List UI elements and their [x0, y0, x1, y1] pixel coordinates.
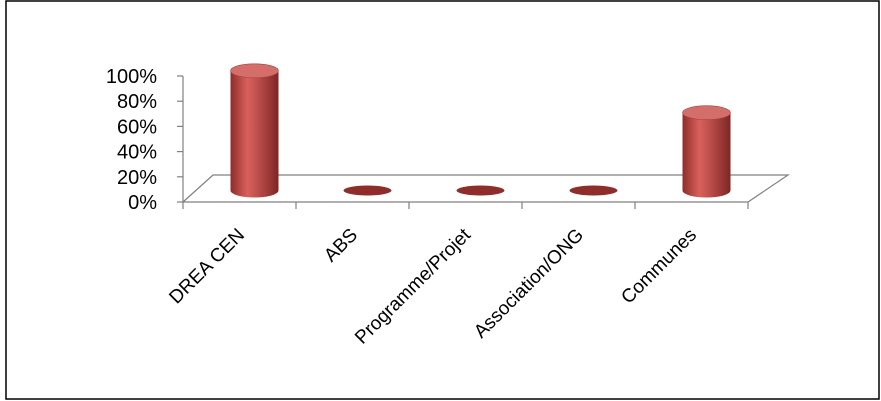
bar-programme-projet — [456, 185, 505, 196]
bar-zero — [343, 185, 392, 196]
bar-zero — [569, 185, 618, 196]
chart-border — [5, 0, 880, 400]
x-category-label: DREA CEN — [165, 225, 249, 309]
chart-floor — [181, 174, 790, 203]
bar-abs — [343, 185, 392, 196]
y-tick-label: 60% — [117, 116, 157, 138]
bar-body — [682, 112, 731, 198]
bar-drea-cen — [230, 63, 279, 198]
y-tick-label: 80% — [117, 91, 157, 113]
bar-top — [230, 63, 279, 79]
bar-top — [682, 105, 731, 120]
y-tick-label: 100% — [106, 66, 157, 88]
x-category-label: Communes — [617, 225, 701, 309]
y-tick-label: 40% — [117, 142, 157, 164]
bar-zero — [456, 185, 505, 196]
bar-communes — [682, 105, 731, 198]
x-category-label: Programme/Projet — [351, 224, 475, 348]
y-tick-label: 0% — [128, 192, 157, 214]
y-tick-label: 20% — [117, 167, 157, 189]
x-category-label: Association/ONG — [470, 225, 588, 343]
x-category-label: ABS — [320, 225, 362, 267]
bar-body — [230, 70, 279, 198]
bar-association-ong — [569, 185, 618, 196]
